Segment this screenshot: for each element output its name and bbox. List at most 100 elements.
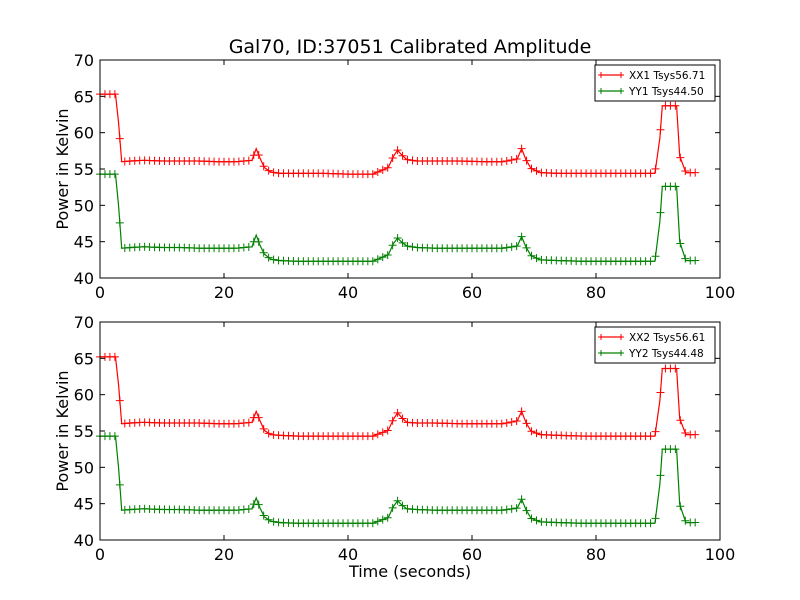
series-2 — [96, 170, 700, 266]
data-point-marker — [646, 432, 655, 441]
data-point-marker — [368, 432, 377, 441]
data-point-marker — [269, 517, 278, 526]
data-point-marker — [502, 418, 511, 427]
series-1 — [96, 352, 700, 441]
x-tick-label: 40 — [338, 283, 358, 302]
data-point-marker — [507, 155, 516, 164]
legend-box — [594, 326, 716, 364]
data-point-marker — [388, 416, 397, 425]
data-point-marker — [646, 169, 655, 178]
data-point-marker — [254, 237, 263, 246]
data-point-marker — [244, 418, 253, 427]
legend-marker — [618, 72, 624, 78]
data-point-marker — [393, 496, 402, 505]
data-point-marker — [691, 430, 700, 439]
data-point-marker — [671, 182, 680, 191]
legend-marker — [598, 88, 604, 94]
x-axis-label: Time (seconds) — [348, 562, 471, 581]
data-point-marker — [651, 427, 660, 436]
data-point-marker — [259, 511, 268, 520]
data-point-marker — [681, 166, 690, 175]
data-point-marker — [378, 515, 387, 524]
data-point-marker — [373, 430, 382, 439]
data-point-marker — [378, 253, 387, 262]
data-point-marker — [517, 144, 526, 153]
legend-marker — [598, 334, 604, 340]
data-point-marker — [517, 232, 526, 241]
y-tick-label: 60 — [74, 124, 94, 143]
series-1 — [96, 90, 700, 179]
data-point-marker — [403, 155, 412, 164]
y-tick-label: 45 — [74, 233, 94, 252]
series-2 — [96, 432, 700, 528]
data-point-marker — [691, 168, 700, 177]
x-tick-label: 0 — [95, 283, 105, 302]
y-tick-label: 40 — [74, 531, 94, 550]
data-point-marker — [398, 238, 407, 247]
data-point-marker — [373, 167, 382, 176]
y-tick-label: 45 — [74, 495, 94, 514]
data-point-marker — [259, 162, 268, 171]
data-point-marker — [522, 506, 531, 515]
data-point-marker — [110, 90, 119, 99]
x-tick-label: 100 — [705, 545, 736, 564]
legend-marker — [618, 88, 624, 94]
data-point-marker — [393, 234, 402, 243]
data-point-marker — [393, 408, 402, 417]
data-point-marker — [656, 388, 665, 397]
y-tick-label: 65 — [74, 349, 94, 368]
data-point-marker — [368, 170, 377, 179]
data-point-marker — [403, 242, 412, 251]
data-point-marker — [254, 500, 263, 509]
data-point-marker — [517, 495, 526, 504]
data-point-marker — [115, 134, 124, 143]
legend-marker — [618, 350, 624, 356]
data-point-marker — [110, 432, 119, 441]
data-point-marker — [532, 429, 541, 438]
data-point-marker — [651, 164, 660, 173]
data-point-marker — [115, 218, 124, 227]
data-point-marker — [383, 513, 392, 522]
legend-label: YY1 Tsys44.50 — [628, 86, 704, 98]
data-point-marker — [408, 242, 417, 251]
data-point-marker — [691, 518, 700, 527]
data-point-marker — [527, 427, 536, 436]
data-point-marker — [264, 166, 273, 175]
data-point-marker — [264, 253, 273, 262]
y-tick-label: 70 — [74, 51, 94, 70]
legend: XX2 Tsys56.61 YY2 Tsys44.48 — [594, 326, 716, 364]
legend-marker — [618, 334, 624, 340]
data-point-marker — [259, 424, 268, 433]
data-point-marker — [378, 428, 387, 437]
figure-title: Gal70, ID:37051 Calibrated Amplitude — [229, 36, 592, 58]
data-point-marker — [527, 251, 536, 260]
data-point-marker — [115, 396, 124, 405]
data-point-marker — [244, 243, 253, 252]
data-point-marker — [517, 407, 526, 416]
data-point-marker — [671, 445, 680, 454]
data-point-marker — [383, 163, 392, 172]
y-tick-label: 40 — [74, 269, 94, 288]
data-point-marker — [497, 419, 506, 428]
data-point-marker — [676, 502, 685, 511]
x-tick-label: 100 — [705, 283, 736, 302]
data-point-marker — [512, 154, 521, 163]
data-point-marker — [398, 151, 407, 160]
data-point-marker — [507, 242, 516, 251]
data-point-marker — [269, 255, 278, 264]
data-point-marker — [681, 429, 690, 438]
legend: XX1 Tsys56.71 YY1 Tsys44.50 — [594, 64, 716, 102]
data-point-marker — [676, 416, 685, 425]
data-point-marker — [507, 504, 516, 513]
y-tick-label: 55 — [74, 422, 94, 441]
data-point-marker — [249, 500, 258, 509]
data-point-marker — [373, 255, 382, 264]
data-point-marker — [532, 166, 541, 175]
data-point-marker — [497, 244, 506, 253]
x-tick-label: 20 — [214, 545, 234, 564]
y-axis-label: Power in Kelvin — [53, 370, 72, 491]
data-point-marker — [691, 256, 700, 265]
data-point-marker — [656, 208, 665, 217]
data-point-marker — [527, 514, 536, 523]
